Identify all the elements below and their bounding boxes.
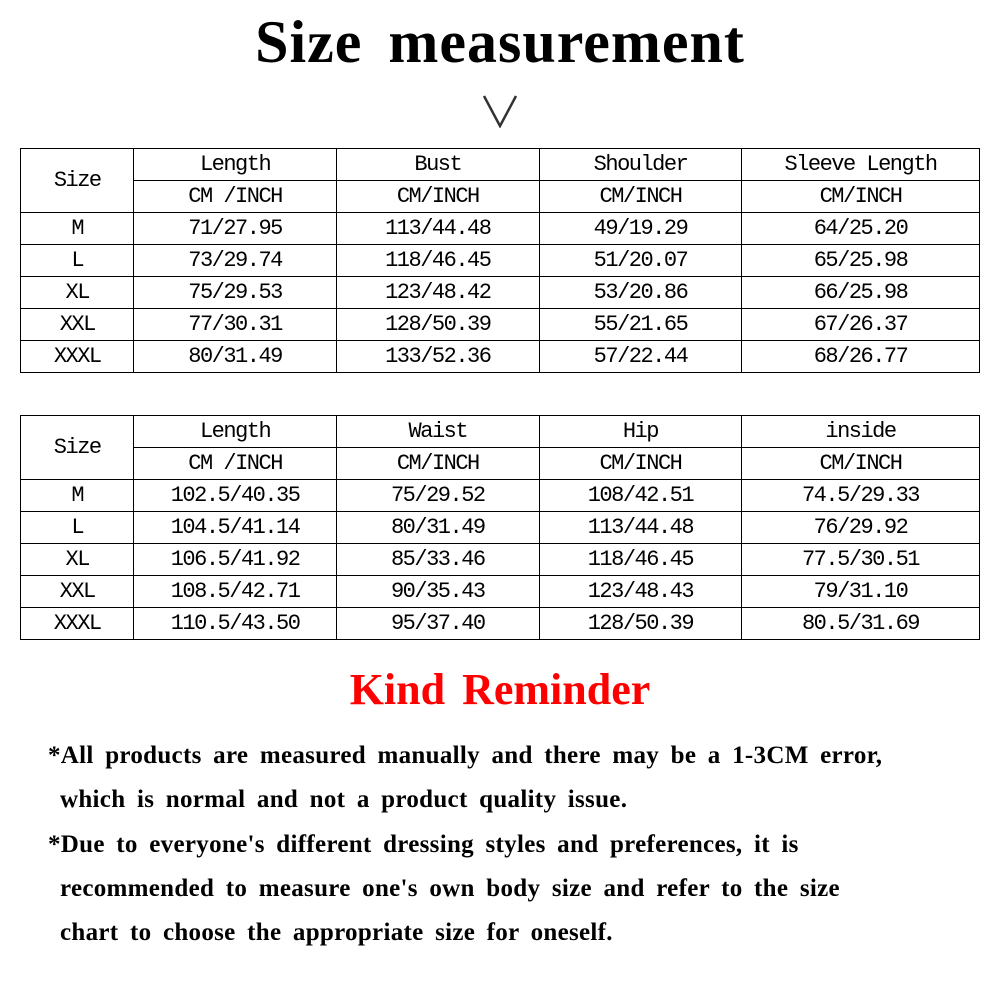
tops-size-table: Size Length Bust Shoulder Sleeve Length … [19,148,980,373]
column-header: inside [740,415,981,448]
note-line: *Due to everyone's different dressing st… [48,830,799,858]
measurement-cell: 68/26.77 [741,340,980,373]
unit-label: CM/INCH [740,447,981,480]
measurement-cell: 118/46.45 [538,543,742,576]
table-row: XXL 77/30.31 128/50.39 55/21.65 67/26.37 [19,308,980,341]
table-units-row: CM /INCH CM/INCH CM/INCH CM/INCH [21,180,980,213]
measurement-cell: 65/25.98 [741,244,980,277]
column-header: Bust [335,148,540,181]
measurement-cell: 80/31.49 [133,340,337,373]
table-row: XXXL 80/31.49 133/52.36 57/22.44 68/26.77 [19,340,980,373]
measurement-cell: 108/42.51 [538,479,742,512]
measurement-cell: 123/48.42 [335,276,540,309]
measurement-cell: 71/27.95 [133,212,337,245]
size-cell: XL [19,276,135,309]
page-title: Size measurement [255,9,745,75]
note-line: which is normal and not a product qualit… [60,786,628,814]
unit-label: CM/INCH [741,180,980,213]
measurement-cell: 66/25.98 [741,276,980,309]
measurement-cell: 51/20.07 [538,244,743,277]
measurement-cell: 113/44.48 [335,212,540,245]
size-cell: L [19,511,135,544]
measurement-cell: 104.5/41.14 [133,511,337,544]
kind-reminder-title: Kind Reminder [349,665,651,714]
unit-label: CM/INCH [538,447,742,480]
table-row: XXL 108.5/42.71 90/35.43 123/48.43 79/31.10 [19,575,981,608]
table-header-row: Size Length Bust Shoulder Sleeve Length [19,148,980,213]
unit-label: CM /INCH [133,447,337,480]
size-header: Size [19,148,135,213]
measurement-cell: 75/29.53 [133,276,337,309]
pants-size-table: Size Length Waist Hip inside CM /INCH CM… [19,415,981,640]
unit-label: CM/INCH [335,180,540,213]
table-row: M 102.5/40.35 75/29.52 108/42.51 74.5/29.33 [19,479,981,512]
measurement-cell: 55/21.65 [538,308,743,341]
measurement-cell: 133/52.36 [335,340,540,373]
measurement-cell: 73/29.74 [133,244,337,277]
size-cell: XXL [19,575,135,608]
size-cell: XXL [19,308,135,341]
size-cell: XXXL [19,607,135,640]
size-cell: XXXL [19,340,135,373]
size-cell: XL [19,543,135,576]
measurement-cell: 74.5/29.33 [740,479,981,512]
measurement-cell: 75/29.52 [335,479,540,512]
table-row: L 73/29.74 118/46.45 51/20.07 65/25.98 [19,244,980,277]
measurement-cell: 123/48.43 [538,575,742,608]
measurement-cell: 49/19.29 [538,212,743,245]
table-row: XXXL 110.5/43.50 95/37.40 128/50.39 80.5/31.… [19,607,981,640]
size-cell: L [19,244,135,277]
measurement-cell: 128/50.39 [335,308,540,341]
column-header: Sleeve Length [741,148,980,181]
column-header: Length [133,148,337,181]
table-row: XL 106.5/41.92 85/33.46 118/46.45 77.5/30.51 [19,543,981,576]
measurement-cell: 79/31.10 [740,575,981,608]
measurement-cell: 113/44.48 [538,511,742,544]
note-line: chart to choose the appropriate size for… [60,919,613,947]
measurement-cell: 53/20.86 [538,276,743,309]
chevron-down-icon [482,95,518,128]
measurement-cell: 106.5/41.92 [133,543,337,576]
table-units-row: CM /INCH CM/INCH CM/INCH CM/INCH [21,447,981,480]
size-cell: M [19,479,135,512]
column-header: Length [133,415,337,448]
measurement-cell: 118/46.45 [335,244,540,277]
table-row: M 71/27.95 113/44.48 49/19.29 64/25.20 [19,212,980,245]
measurement-cell: 80.5/31.69 [740,607,981,640]
column-header: Shoulder [538,148,743,181]
column-header: Hip [538,415,742,448]
measurement-cell: 95/37.40 [335,607,540,640]
measurement-cell: 57/22.44 [538,340,743,373]
column-header: Waist [335,415,540,448]
unit-label: CM/INCH [538,180,743,213]
measurement-cell: 108.5/42.71 [133,575,337,608]
table-row: XL 75/29.53 123/48.42 53/20.86 66/25.98 [19,276,980,309]
table-row: L 104.5/41.14 80/31.49 113/44.48 76/29.92 [19,511,981,544]
measurement-cell: 80/31.49 [335,511,540,544]
measurement-cell: 77.5/30.51 [740,543,981,576]
measurement-cell: 77/30.31 [133,308,337,341]
measurement-cell: 102.5/40.35 [133,479,337,512]
measurement-cell: 90/35.43 [335,575,540,608]
measurement-cell: 64/25.20 [741,212,980,245]
note-line: *All products are measured manually and … [48,742,883,769]
reminder-notes: *All products are measured manually and … [48,734,978,955]
table-header-row: Size Length Waist Hip inside [19,415,981,480]
measurement-cell: 110.5/43.50 [133,607,337,640]
note-line: recommended to measure one's own body si… [60,874,840,902]
unit-label: CM/INCH [335,447,540,480]
measurement-cell: 76/29.92 [740,511,981,544]
size-header: Size [19,415,135,480]
measurement-cell: 128/50.39 [538,607,742,640]
unit-label: CM /INCH [133,180,337,213]
measurement-cell: 85/33.46 [335,543,540,576]
measurement-cell: 67/26.37 [741,308,980,341]
size-cell: M [19,212,135,245]
